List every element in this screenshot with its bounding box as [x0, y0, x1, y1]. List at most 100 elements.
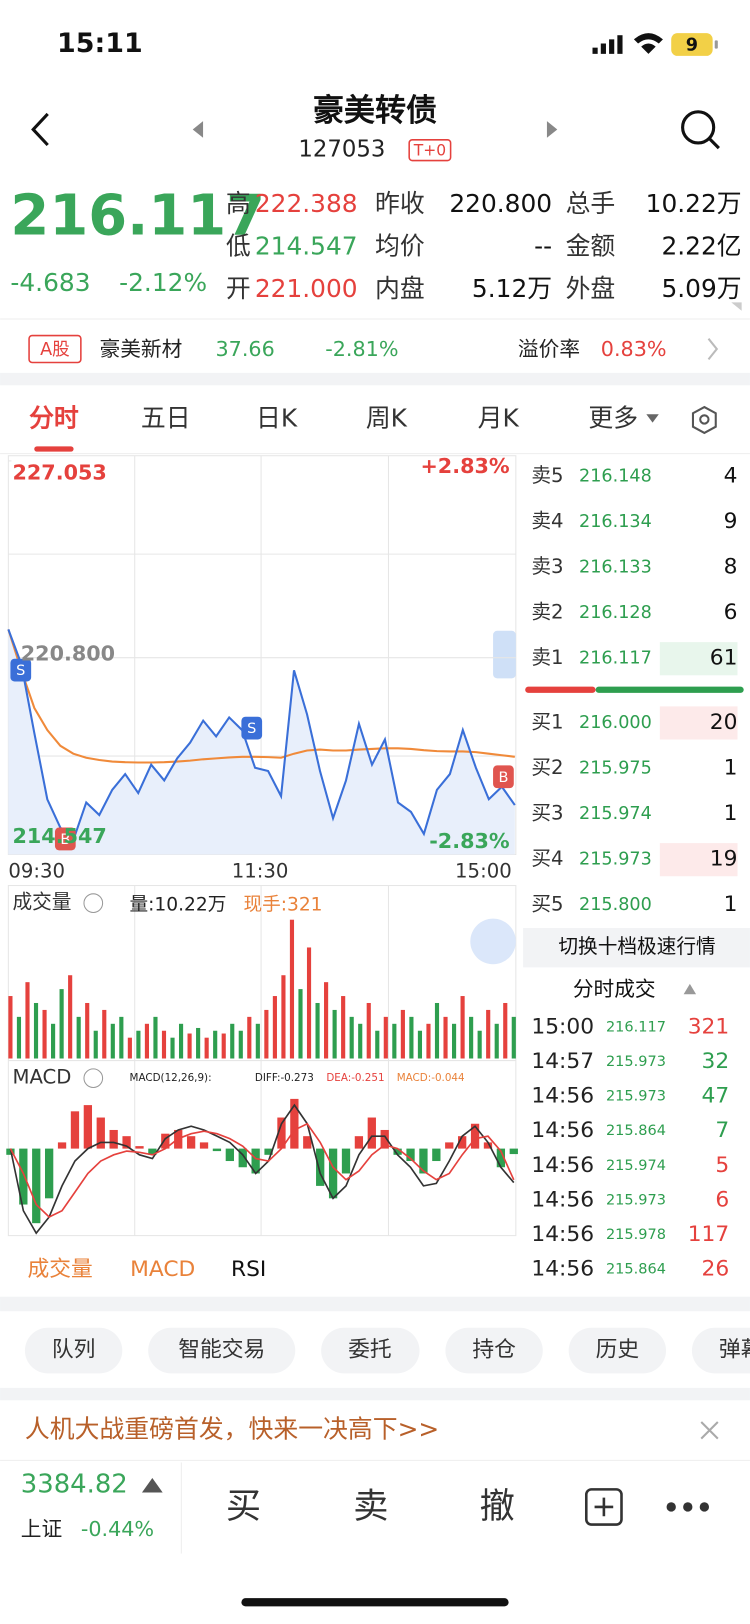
stat-value: 214.547: [255, 232, 358, 261]
tab[interactable]: 分时: [29, 403, 79, 432]
macd-bar: [122, 1136, 131, 1149]
tab[interactable]: 更多: [588, 403, 638, 432]
svg-text:S: S: [247, 721, 256, 737]
stat-value: 221.000: [255, 274, 358, 303]
switch-bg[interactable]: [523, 928, 750, 968]
stat-label: 开: [226, 274, 251, 303]
tab[interactable]: 五日: [141, 403, 191, 432]
stat-label: 内盘: [375, 274, 425, 303]
volume-bar: [213, 1030, 218, 1059]
trade-time: 14:56: [531, 1222, 594, 1247]
y-tick-label: 220.800: [21, 642, 115, 666]
volume-bar: [486, 1009, 491, 1059]
settings-button[interactable]: [691, 405, 717, 435]
trade-button[interactable]: 撤: [480, 1486, 515, 1527]
macd-bar: [148, 1148, 157, 1155]
change: -4.683: [10, 268, 90, 297]
action-pills[interactable]: [24, 1327, 750, 1374]
title: 豪美转债: [313, 93, 437, 129]
trade-volume: 6: [715, 1187, 729, 1212]
volume-bar: [469, 1016, 474, 1059]
macd-bar: [161, 1133, 170, 1149]
action-button[interactable]: 弹幕: [719, 1338, 750, 1363]
price-line: [7, 629, 516, 843]
macd-bar: [290, 1098, 299, 1149]
book-price: 215.800: [579, 895, 652, 915]
volume-bar: [221, 1033, 226, 1059]
action-button[interactable]: 历史: [596, 1338, 640, 1363]
indicator-tab[interactable]: 成交量: [28, 1257, 93, 1282]
book-label: 卖3: [531, 555, 563, 578]
back-button[interactable]: [31, 112, 49, 147]
search-button[interactable]: [681, 110, 720, 150]
separator: [0, 1387, 750, 1401]
help-icon[interactable]: [83, 1068, 104, 1089]
tab-underline: [34, 446, 74, 452]
book-volume: 20: [710, 710, 738, 735]
tab[interactable]: 周K: [366, 403, 408, 432]
volume-bar: [383, 1016, 388, 1059]
book-volume: 19: [710, 847, 738, 872]
fullscreen-button[interactable]: [470, 918, 516, 965]
chevron[interactable]: [707, 338, 719, 361]
macd-bar: [225, 1148, 234, 1162]
action-button[interactable]: 委托: [348, 1338, 392, 1363]
code: 127053: [298, 137, 385, 163]
book-label: 卖4: [531, 510, 563, 533]
macd-bar: [367, 1117, 376, 1149]
volume-bar: [255, 1023, 260, 1059]
indicator-tab[interactable]: RSI: [231, 1257, 266, 1282]
volume-bar: [33, 1002, 39, 1059]
macd-bar: [70, 1111, 80, 1149]
x-tick-label: 11:30: [232, 860, 289, 883]
prev-button[interactable]: [192, 121, 204, 138]
close-banner[interactable]: [700, 1421, 719, 1440]
volume-bar: [170, 1037, 175, 1059]
macd-bar: [316, 1148, 325, 1186]
action-button[interactable]: 持仓: [472, 1338, 516, 1363]
macd-bar: [354, 1136, 364, 1149]
volume-bar: [102, 1009, 107, 1059]
more-button[interactable]: [666, 1502, 710, 1512]
volume-bar: [503, 1002, 508, 1059]
add-button[interactable]: [584, 1488, 623, 1526]
trade-price: 215.973: [606, 1054, 666, 1070]
trade-button[interactable]: 卖: [353, 1486, 388, 1527]
volume-bar: [68, 975, 73, 1059]
next-button[interactable]: [546, 121, 558, 138]
tab[interactable]: 月K: [478, 403, 520, 432]
book-price: 215.973: [579, 850, 652, 870]
volume-bar: [272, 996, 277, 1059]
volume-bar: [341, 996, 346, 1059]
x-tick-label: 09:30: [8, 860, 65, 883]
book-volume: 4: [724, 463, 738, 488]
stock-pct: -2.81%: [325, 337, 398, 361]
macd-bar: [45, 1148, 54, 1199]
macd-params: MACD(12,26,9):: [130, 1072, 212, 1084]
trade-volume: 26: [702, 1257, 730, 1282]
status-time: 15:11: [57, 28, 143, 59]
volume-bar: [25, 982, 30, 1059]
banner[interactable]: 人机大战重磅首发，快来一决高下>>: [25, 1414, 439, 1443]
expand-tab[interactable]: [493, 630, 516, 679]
action-button[interactable]: 队列: [52, 1338, 95, 1363]
trade-button[interactable]: 买: [226, 1486, 261, 1527]
book-price: 216.128: [579, 603, 652, 623]
index-pct: -0.44%: [81, 1517, 154, 1541]
volume-bar: [196, 1027, 201, 1059]
diff-line: [9, 1103, 515, 1235]
trade-time: 15:00: [531, 1014, 594, 1039]
volume-bar: [332, 1009, 337, 1059]
switch-button[interactable]: 切换十档极速行情: [558, 935, 715, 958]
indicator-tab[interactable]: MACD: [130, 1257, 195, 1282]
tab[interactable]: 日K: [256, 403, 298, 432]
index-value: 3384.82: [21, 1470, 128, 1500]
book-label: 买5: [531, 893, 563, 916]
stock-price: 37.66: [216, 337, 275, 361]
help-icon[interactable]: [83, 893, 104, 913]
action-button[interactable]: 智能交易: [178, 1338, 265, 1363]
stock-name: 豪美新材: [100, 337, 183, 361]
stat-label: 低: [226, 232, 251, 261]
volume-bar: [247, 1016, 252, 1059]
